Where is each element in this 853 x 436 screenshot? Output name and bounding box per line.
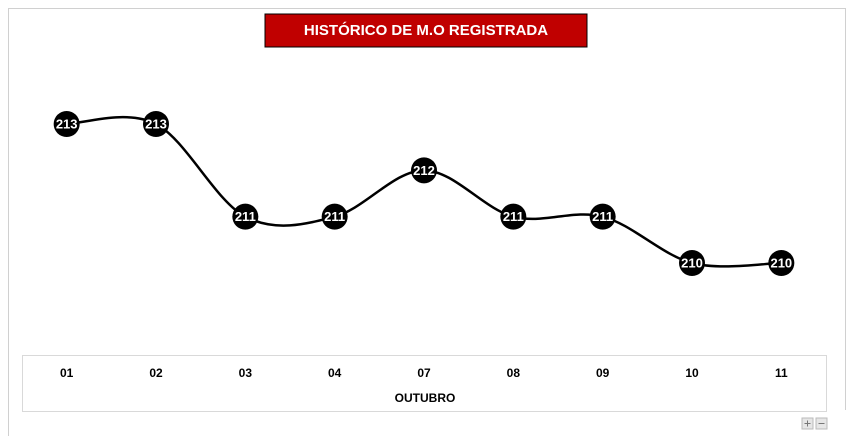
x-tick-label: 09 bbox=[596, 366, 610, 380]
x-tick-label: 01 bbox=[60, 366, 74, 380]
x-tick-label: 04 bbox=[328, 366, 342, 380]
marker bbox=[500, 203, 527, 230]
plus-icon bbox=[804, 420, 811, 427]
chart-frame bbox=[8, 8, 846, 436]
x-tick-label: 03 bbox=[239, 366, 253, 380]
data-label: 210 bbox=[681, 255, 703, 270]
title-box bbox=[264, 13, 588, 48]
marker bbox=[679, 250, 705, 276]
marker bbox=[411, 157, 437, 184]
data-label: 212 bbox=[413, 163, 435, 178]
x-axis-label: OUTUBRO bbox=[395, 391, 456, 405]
x-tick-label: 08 bbox=[507, 366, 521, 380]
data-label: 213 bbox=[56, 116, 78, 131]
x-tick-label: 10 bbox=[685, 366, 699, 380]
category-table bbox=[22, 355, 827, 412]
x-tick-label: 07 bbox=[417, 366, 431, 380]
data-label: 211 bbox=[592, 209, 613, 224]
x-tick-label: 02 bbox=[149, 366, 163, 380]
marker bbox=[589, 203, 616, 230]
data-label: 210 bbox=[770, 255, 792, 270]
chart-title: HISTÓRICO DE M.O REGISTRADA bbox=[304, 21, 548, 39]
marker bbox=[321, 203, 348, 230]
data-label: 211 bbox=[235, 209, 256, 224]
data-label: 211 bbox=[503, 209, 524, 224]
data-label: 211 bbox=[324, 209, 345, 224]
outline-buttons[interactable] bbox=[801, 417, 828, 430]
data-label: 213 bbox=[145, 116, 167, 131]
marker bbox=[143, 111, 169, 137]
marker bbox=[53, 111, 80, 137]
x-tick-label: 11 bbox=[775, 366, 788, 380]
marker bbox=[232, 203, 259, 230]
marker bbox=[768, 250, 795, 276]
